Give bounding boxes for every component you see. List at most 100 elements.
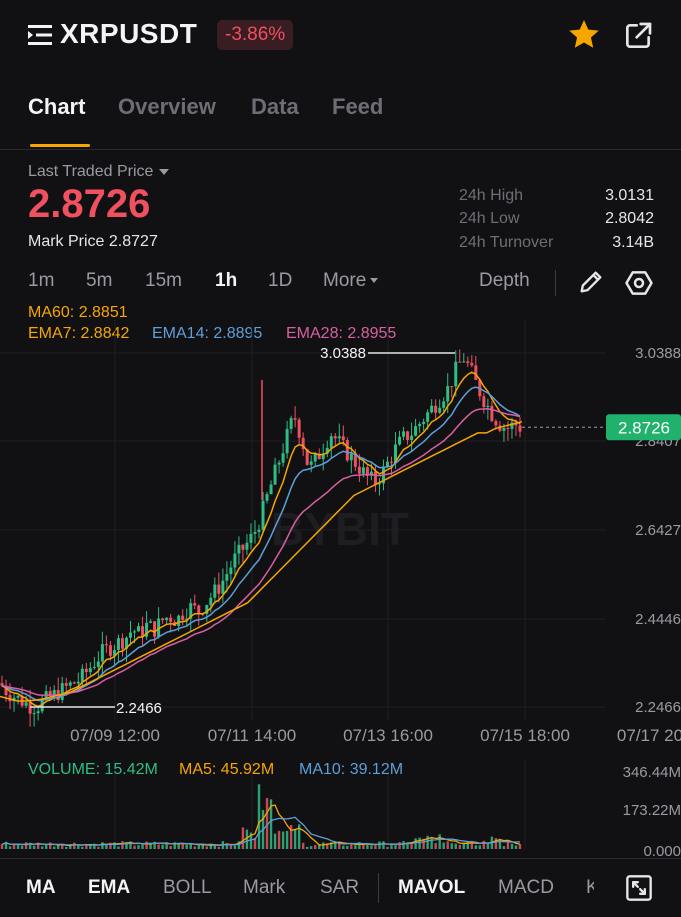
price-axis-label: 2.4446 [635,611,681,628]
tab-chart[interactable]: Chart [28,94,86,119]
timeframe-15m[interactable]: 15m [145,270,182,291]
volume-bar [502,846,506,849]
volume-bar [129,841,132,849]
symbol-title[interactable]: XRPUSDT [60,18,198,49]
candle-body [502,427,506,431]
last-traded-price-dropdown[interactable]: Last Traded Price [28,163,170,181]
volume-bar [269,799,273,849]
ema7-line [1,371,521,708]
timeframe-1h[interactable]: 1h [215,270,238,291]
volume-legend: VOLUME: 15.42M [28,761,158,778]
share-icon[interactable] [622,20,654,52]
timeframe-more[interactable]: More [323,270,379,292]
volume-bar [350,842,353,849]
candle-body [377,483,381,485]
candle-body [253,532,257,534]
volume-bar [354,845,357,849]
high-marker-label: 3.0388 [320,345,366,362]
candle-body [498,425,502,431]
volume-ma10-line [1,816,521,846]
volume-bar [257,784,261,849]
star-icon[interactable] [566,18,602,52]
candle-body [149,621,153,623]
timeframe-1d[interactable]: 1D [268,270,293,291]
indicator-ema[interactable]: EMA [88,877,131,898]
candle-body [394,444,398,463]
volume-bar [20,845,24,849]
candle-body [353,453,357,467]
more-label: More [323,270,367,291]
volume-ma5-legend: MA5: 45.92M [179,761,274,778]
volume-bar [77,845,80,849]
price-axis-label: 2.2466 [635,699,681,716]
indicator-ma[interactable]: MA [26,877,56,898]
volume-bar [326,843,329,849]
tab-overview[interactable]: Overview [118,94,216,119]
indicator-boll[interactable]: BOLL [163,877,212,898]
active-tab-indicator [30,144,90,147]
volume-bar [378,841,381,849]
volume-ma10-legend: MA10: 39.12M [299,761,403,778]
volume-bar [101,842,104,849]
candle-body [337,436,341,439]
volume-bar [322,842,325,849]
candle-body [80,668,84,682]
timeframe-1m[interactable]: 1m [28,270,55,291]
volume-bar [382,841,385,849]
volume-axis-label: 173.22M [623,802,681,819]
candle-body [24,702,28,706]
indicator-mavol[interactable]: MAVOL [398,877,466,898]
volume-bar [414,838,417,849]
candle-body [414,426,418,436]
menu-icon[interactable] [28,24,52,46]
candle-body [145,622,149,637]
volume-axis-label: 0.000 [643,843,681,858]
stat-value: 3.14B [612,234,654,251]
candle-body [32,713,36,715]
candle-body [450,386,454,388]
candle-body [72,682,76,684]
tab-data[interactable]: Data [251,94,299,119]
volume-bar [442,842,445,849]
depth-button[interactable]: Depth [479,270,530,291]
stat-label: 24h High [459,187,524,204]
tab-bar: Chart Overview Data Feed [0,80,681,150]
ltp-label: Last Traded Price [28,163,154,180]
timeframe-5m[interactable]: 5m [86,270,113,291]
candle-body [438,407,442,413]
indicator-macd[interactable]: MACD [498,877,554,898]
volume-bar [12,844,16,849]
candle-body [390,461,393,463]
candle-body [213,584,217,598]
indicator-sar[interactable]: SAR [320,877,360,898]
candle-body [466,361,470,364]
candle-body [233,553,237,568]
volume-bar [153,841,156,849]
volume-bar [181,843,184,849]
volume-bar [446,841,449,849]
tab-feed[interactable]: Feed [332,94,384,119]
price-chart[interactable]: BYBIT3.03882.84072.64272.44462.246607/09… [0,320,681,858]
candle-body [333,436,337,439]
indicator-mark[interactable]: Mark [243,877,286,898]
volume-bar [289,825,293,849]
expand-icon[interactable] [625,874,653,902]
volume-bar [65,846,68,849]
volume-bar [394,845,397,849]
candle-body [281,453,285,463]
candle-body [305,449,309,465]
pencil-icon[interactable] [577,268,605,296]
settings-icon[interactable] [624,268,654,298]
candle-body [510,422,514,429]
stat-value: 3.0131 [605,187,654,204]
indicator-k[interactable]: K [586,877,594,898]
candle-body [169,617,173,622]
candle-body [141,626,145,637]
volume-bar [342,845,345,849]
volume-bar [241,827,245,849]
volume-bar [430,837,433,849]
volume-bar [61,845,64,849]
candle-body [221,580,225,594]
volume-bar [398,842,401,849]
volume-bar [48,842,52,849]
